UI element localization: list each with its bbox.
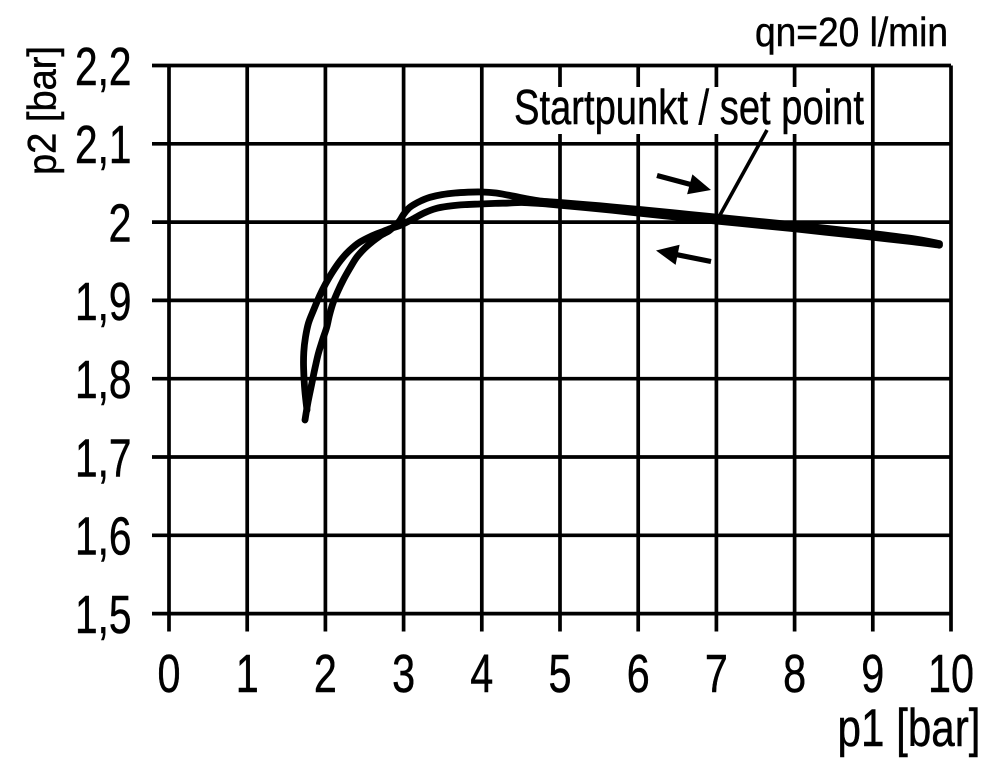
svg-text:8: 8 bbox=[783, 644, 806, 704]
svg-text:2: 2 bbox=[314, 644, 337, 704]
svg-text:1,6: 1,6 bbox=[75, 507, 132, 567]
svg-text:2,1: 2,1 bbox=[75, 115, 132, 175]
svg-text:5: 5 bbox=[549, 644, 572, 704]
svg-text:p1 [bar]: p1 [bar] bbox=[838, 699, 981, 758]
svg-text:4: 4 bbox=[470, 644, 493, 704]
svg-text:10: 10 bbox=[928, 644, 974, 704]
svg-text:7: 7 bbox=[705, 644, 728, 704]
svg-text:2: 2 bbox=[109, 194, 132, 254]
svg-text:1: 1 bbox=[236, 644, 259, 704]
svg-text:6: 6 bbox=[627, 644, 650, 704]
svg-text:2,2: 2,2 bbox=[75, 37, 132, 97]
svg-text:Startpunkt / set point: Startpunkt / set point bbox=[514, 81, 864, 135]
svg-text:3: 3 bbox=[392, 644, 415, 704]
svg-text:p2 [bar]: p2 [bar] bbox=[21, 46, 65, 175]
svg-text:1,8: 1,8 bbox=[75, 350, 132, 410]
svg-text:qn=20 l/min: qn=20 l/min bbox=[755, 9, 948, 55]
svg-text:1,5: 1,5 bbox=[75, 585, 132, 645]
svg-text:1,9: 1,9 bbox=[75, 272, 132, 332]
svg-text:0: 0 bbox=[158, 644, 181, 704]
svg-text:1,7: 1,7 bbox=[75, 428, 132, 488]
svg-text:9: 9 bbox=[861, 644, 884, 704]
